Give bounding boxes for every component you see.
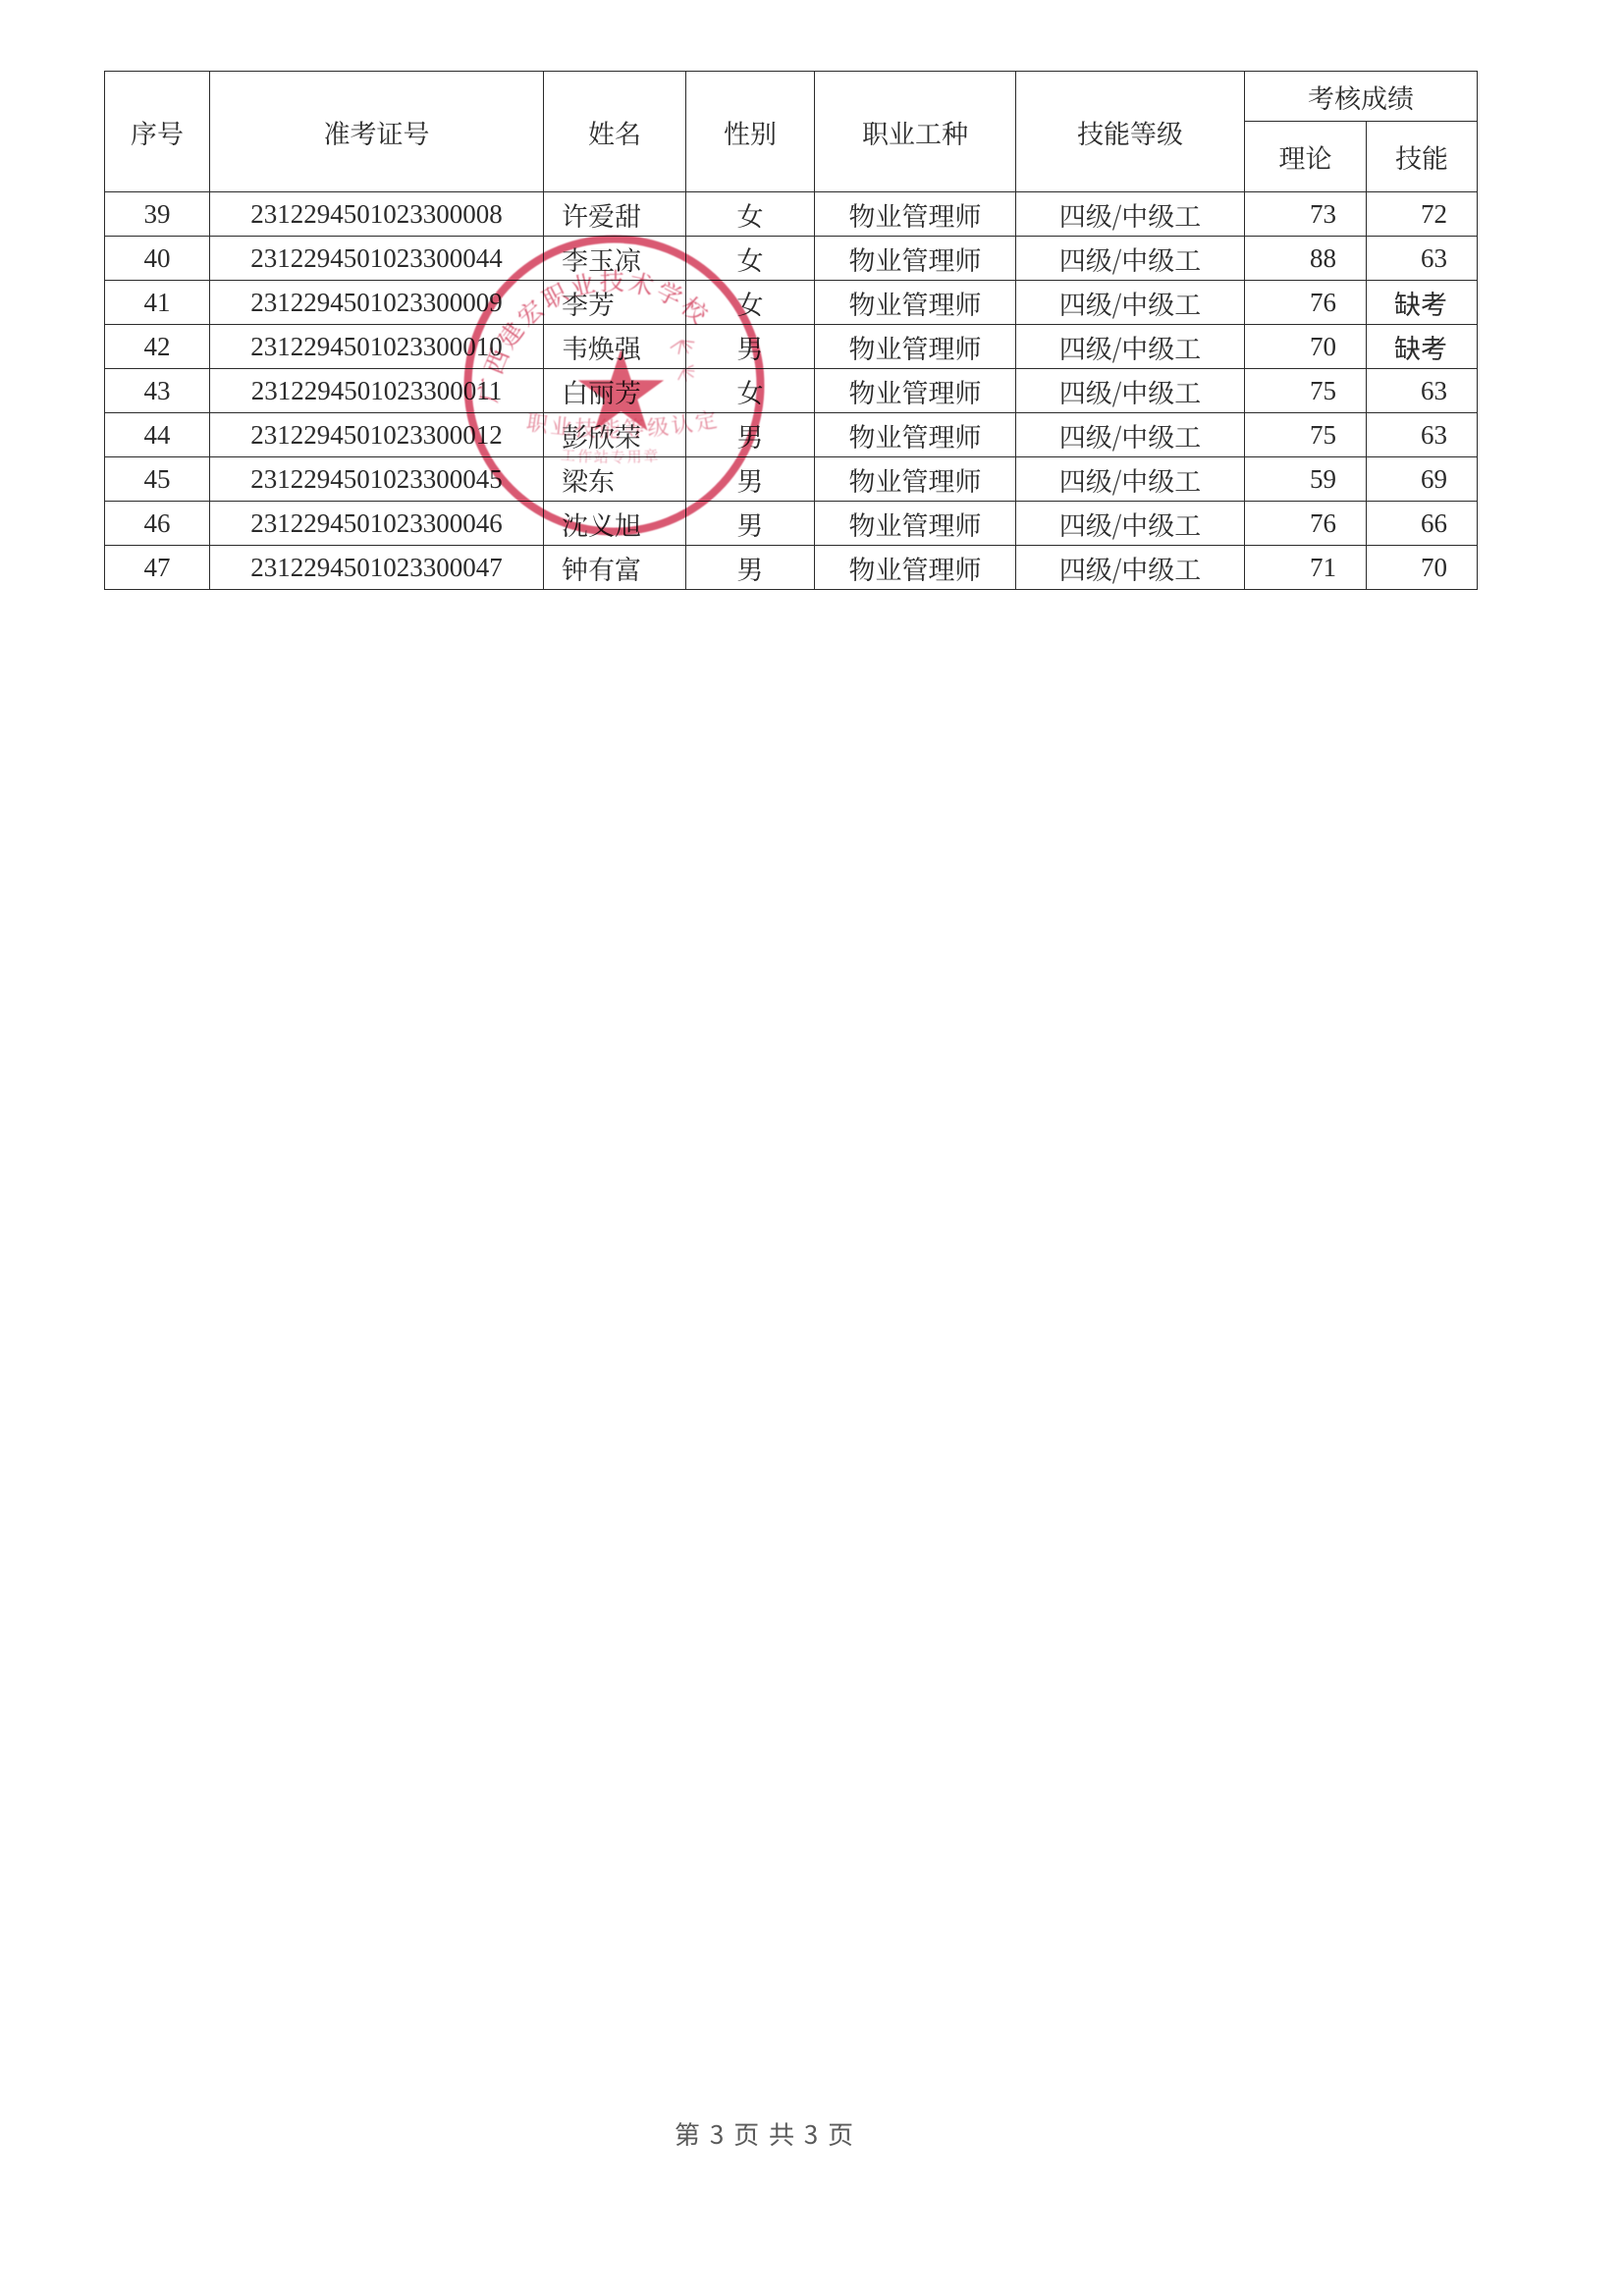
svg-text:工作站专用章: 工作站专用章 [560,445,661,467]
